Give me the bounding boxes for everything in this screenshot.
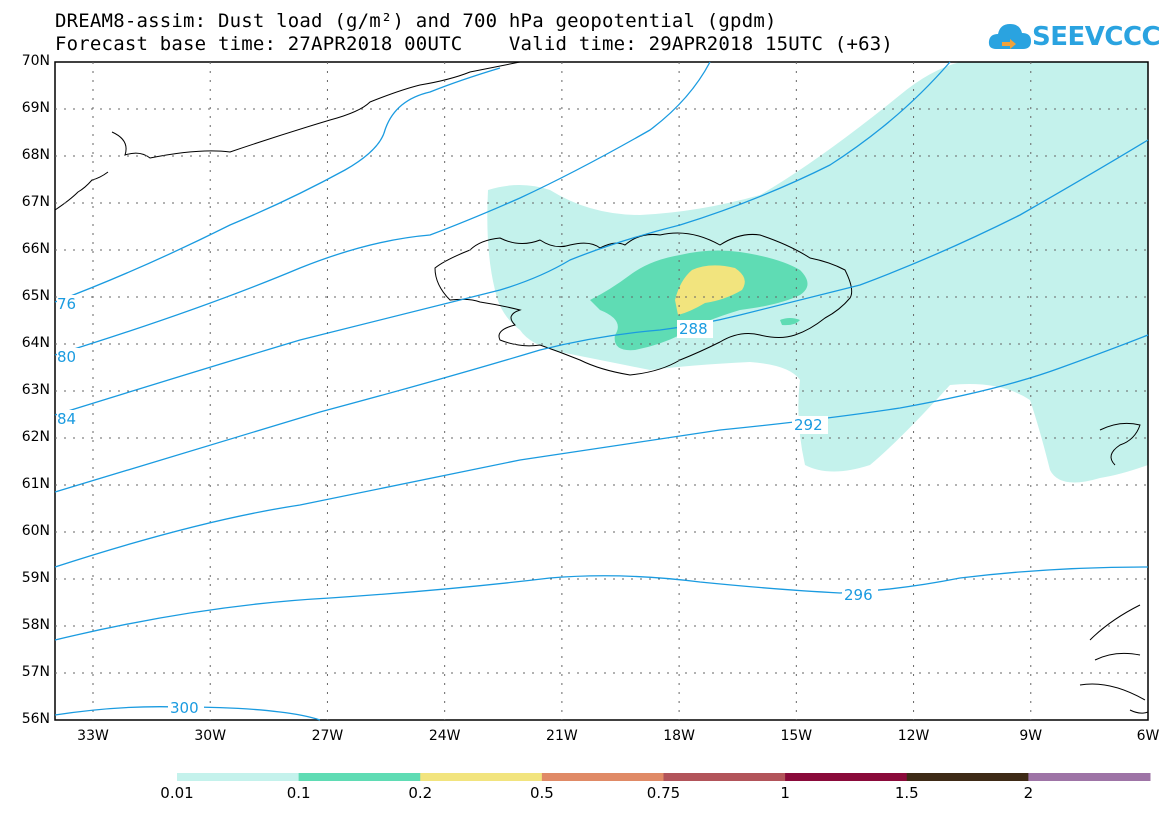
latitude-label: 68N xyxy=(21,147,50,163)
contour-label-296: 296 xyxy=(844,586,873,604)
latitude-label: 70N xyxy=(21,53,50,69)
latitude-label: 66N xyxy=(21,241,50,257)
graticule xyxy=(55,62,1148,720)
contour-line-292 xyxy=(54,334,1149,568)
longitude-label: 24W xyxy=(428,728,461,744)
contour-label-292: 292 xyxy=(794,416,823,434)
latitude-label: 58N xyxy=(21,617,50,633)
geopotential-contours xyxy=(54,61,1149,721)
contour-label-300: 300 xyxy=(170,699,199,717)
latitude-label: 67N xyxy=(21,194,50,210)
longitude-label: 15W xyxy=(780,728,813,744)
colorbar-segment xyxy=(1028,773,1151,781)
map-title: DREAM8-assim: Dust load (g/m²) and 700 h… xyxy=(55,10,777,32)
colorbar-label: 0.1 xyxy=(286,784,311,802)
logo-text: SEEVCCC xyxy=(1032,22,1161,52)
colorbar-segment xyxy=(541,773,664,781)
contour-label-284: 84 xyxy=(57,410,76,428)
contour-line-284 xyxy=(54,61,951,416)
longitude-label: 6W xyxy=(1136,728,1160,744)
latitude-label: 61N xyxy=(21,476,50,492)
latitude-label: 60N xyxy=(21,523,50,539)
longitude-label: 30W xyxy=(194,728,227,744)
contour-label-276: 76 xyxy=(57,295,76,313)
latitude-label: 64N xyxy=(21,335,50,351)
contour-line-280 xyxy=(54,61,711,356)
cloud-logo-icon xyxy=(988,24,1031,49)
longitude-label: 12W xyxy=(897,728,930,744)
contour-line-296 xyxy=(54,566,1149,641)
seevccc-logo: SEEVCCC xyxy=(988,16,1161,56)
map-subtitle-times: Forecast base time: 27APR2018 00UTC Vali… xyxy=(55,33,894,55)
colorbar-segment xyxy=(177,773,300,781)
colorbar-label: 1.5 xyxy=(894,784,919,802)
latitude-label: 56N xyxy=(21,711,50,727)
dust-shading-low xyxy=(487,62,1148,483)
colorbar-segment xyxy=(298,773,421,781)
contour-label-288: 288 xyxy=(679,320,708,338)
colorbar-segment xyxy=(785,773,908,781)
contour-line-276-a xyxy=(54,67,501,303)
colorbar-label: 0.5 xyxy=(529,784,554,802)
longitude-label: 9W xyxy=(1019,728,1043,744)
colorbar-label: 0.2 xyxy=(408,784,433,802)
contour-line-300 xyxy=(54,706,321,721)
longitude-label: 33W xyxy=(77,728,109,744)
colorbar-segment xyxy=(663,773,786,781)
latitude-label: 62N xyxy=(21,429,50,445)
contour-labels: 76 80 84 288 292 296 300 xyxy=(57,295,878,717)
coastlines xyxy=(54,61,1149,714)
iceland-coast xyxy=(434,232,853,376)
contour-label-280: 80 xyxy=(57,348,76,366)
latitude-label: 65N xyxy=(21,288,50,304)
latitude-label: 69N xyxy=(21,100,50,116)
greenland-coast-west xyxy=(54,171,109,211)
latitude-label: 63N xyxy=(21,382,50,398)
longitude-label: 18W xyxy=(663,728,695,744)
dust-shading-high xyxy=(675,265,745,315)
faroe-coast xyxy=(1099,422,1141,466)
longitude-label: 27W xyxy=(311,728,344,744)
latitude-label: 59N xyxy=(21,570,50,586)
greenland-coast xyxy=(111,61,521,159)
latitude-label: 57N xyxy=(21,664,50,680)
colorbar-label: 1 xyxy=(780,784,790,802)
longitude-label: 21W xyxy=(546,728,578,744)
scotland-coast xyxy=(1079,604,1149,714)
colorbar-label: 0.01 xyxy=(160,784,194,802)
colorbar-label: 0.75 xyxy=(646,784,681,802)
colorbar-segment xyxy=(420,773,543,781)
colorbar xyxy=(177,773,1151,781)
contour-line-288 xyxy=(54,139,1149,493)
colorbar-segment xyxy=(906,773,1029,781)
colorbar-label: 2 xyxy=(1023,784,1034,802)
